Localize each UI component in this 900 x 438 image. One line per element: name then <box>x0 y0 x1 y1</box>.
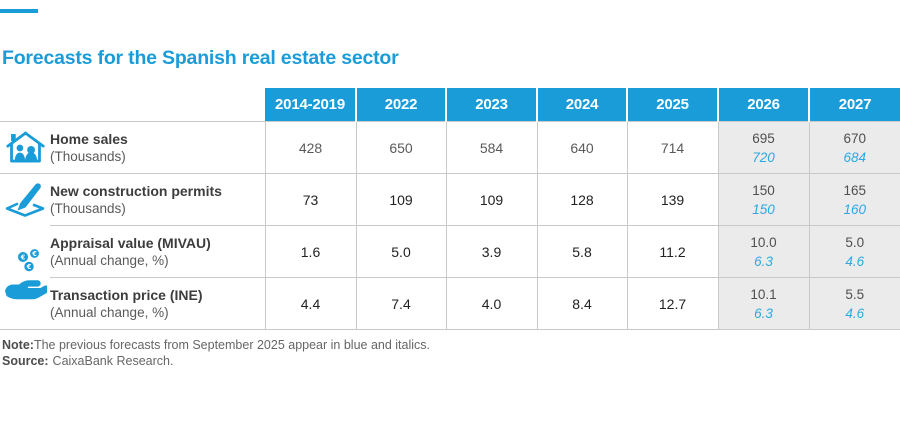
source-text: CaixaBank Research. <box>52 354 174 368</box>
forecast-previous: 684 <box>843 149 867 165</box>
note-line: Note:The previous forecasts from Septemb… <box>2 337 430 353</box>
source-line: Source: CaixaBank Research. <box>2 353 430 369</box>
header-spacer <box>0 88 50 122</box>
value-cell: 11.2 <box>626 225 718 278</box>
value-cell: 109 <box>445 173 537 226</box>
row-label: Appraisal value (MIVAU) <box>50 234 211 251</box>
row-sublabel: (Thousands) <box>50 200 126 216</box>
value-cell: 5.0 <box>355 225 446 278</box>
svg-text:€: € <box>20 254 26 262</box>
forecast-cell-2027: 670 684 <box>808 121 900 174</box>
forecast-current: 670 <box>843 130 867 146</box>
table-row-transaction-price: Transaction price (INE) (Annual change, … <box>0 277 900 330</box>
svg-text:€: € <box>26 263 32 271</box>
table-row-new-construction-permits: New construction permits (Thousands) 73 … <box>0 173 900 226</box>
value-cell: 109 <box>355 173 446 226</box>
forecast-table: 2014-2019 2022 2023 2024 2025 2026 2027 <box>0 88 900 330</box>
forecast-current: 150 <box>752 182 775 198</box>
forecast-current: 10.1 <box>750 286 777 302</box>
column-header-2024: 2024 <box>536 88 627 122</box>
forecast-cell-2026: 10.0 6.3 <box>717 225 809 278</box>
forecast-cell-2027: 5.0 4.6 <box>808 225 900 278</box>
value-cell: 12.7 <box>626 277 718 330</box>
row-label-cell: Home sales (Thousands) <box>50 121 265 174</box>
table-row-home-sales: Home sales (Thousands) 428 650 584 640 7… <box>0 121 900 174</box>
forecast-current: 5.5 <box>845 286 865 302</box>
forecast-previous: 4.6 <box>845 253 865 269</box>
forecast-previous: 6.3 <box>754 305 773 321</box>
value-cell: 4.0 <box>445 277 537 330</box>
value-cell: 8.4 <box>536 277 627 330</box>
forecast-current: 165 <box>843 182 867 198</box>
note-text: The previous forecasts from September 20… <box>33 338 431 352</box>
row-label-cell: Appraisal value (MIVAU) (Annual change, … <box>50 225 265 278</box>
forecast-current: 695 <box>752 130 775 146</box>
forecast-current: 10.0 <box>750 234 777 250</box>
value-cell: 3.9 <box>445 225 537 278</box>
value-cell: 650 <box>355 121 446 174</box>
pen-document-icon <box>5 183 45 218</box>
column-header-2027: 2027 <box>808 88 900 122</box>
column-header-2014-2019: 2014-2019 <box>265 88 356 122</box>
forecast-previous: 160 <box>843 201 867 217</box>
value-cell: 640 <box>536 121 627 174</box>
row-label: New construction permits <box>50 182 222 199</box>
forecast-cell-2027: 5.5 4.6 <box>808 277 900 330</box>
value-cell: 428 <box>264 121 356 174</box>
value-cell: 139 <box>626 173 718 226</box>
column-header-2026: 2026 <box>717 88 809 122</box>
row-sublabel: (Thousands) <box>50 148 126 164</box>
forecast-cell-2027: 165 160 <box>808 173 900 226</box>
value-cell: 128 <box>536 173 627 226</box>
header-row: 2014-2019 2022 2023 2024 2025 2026 2027 <box>0 88 900 122</box>
row-sublabel: (Annual change, %) <box>50 304 169 320</box>
value-cell: 4.4 <box>264 277 356 330</box>
forecast-previous: 6.3 <box>754 253 773 269</box>
value-cell: 584 <box>445 121 537 174</box>
column-header-2025: 2025 <box>626 88 718 122</box>
row-label-cell: Transaction price (INE) (Annual change, … <box>50 277 265 330</box>
source-label: Source: <box>2 354 49 368</box>
table-row-appraisal-value: € € € Appraisal value (MIVAU) (Annual ch… <box>0 225 900 330</box>
row-label: Transaction price (INE) <box>50 286 203 303</box>
forecast-cell-2026: 10.1 6.3 <box>717 277 809 330</box>
page-title: Forecasts for the Spanish real estate se… <box>2 47 399 69</box>
forecast-previous: 4.6 <box>845 305 865 321</box>
forecast-cell-2026: 695 720 <box>717 121 809 174</box>
value-cell: 73 <box>264 173 356 226</box>
hand-coins-icon: € € € <box>5 249 47 300</box>
row-icon-cell <box>0 121 50 174</box>
column-header-2022: 2022 <box>355 88 446 122</box>
forecast-previous: 720 <box>752 149 775 165</box>
row-icon-cell <box>0 173 50 226</box>
row-sublabel: (Annual change, %) <box>50 252 169 268</box>
value-cell: 1.6 <box>264 225 356 278</box>
row-icon-cell: € € € <box>0 225 50 330</box>
note-label: Note: <box>2 338 34 352</box>
forecast-previous: 150 <box>752 201 775 217</box>
svg-text:€: € <box>31 250 37 258</box>
row-label: Home sales <box>50 130 128 147</box>
top-accent-dash <box>0 9 38 13</box>
forecast-cell-2026: 150 150 <box>717 173 809 226</box>
row-label-cell: New construction permits (Thousands) <box>50 173 265 226</box>
footnotes: Note:The previous forecasts from Septemb… <box>2 337 430 369</box>
forecast-current: 5.0 <box>845 234 865 250</box>
header-spacer <box>50 88 265 122</box>
column-header-2023: 2023 <box>445 88 537 122</box>
value-cell: 714 <box>626 121 718 174</box>
house-people-icon <box>5 131 45 162</box>
value-cell: 7.4 <box>355 277 446 330</box>
value-cell: 5.8 <box>536 225 627 278</box>
